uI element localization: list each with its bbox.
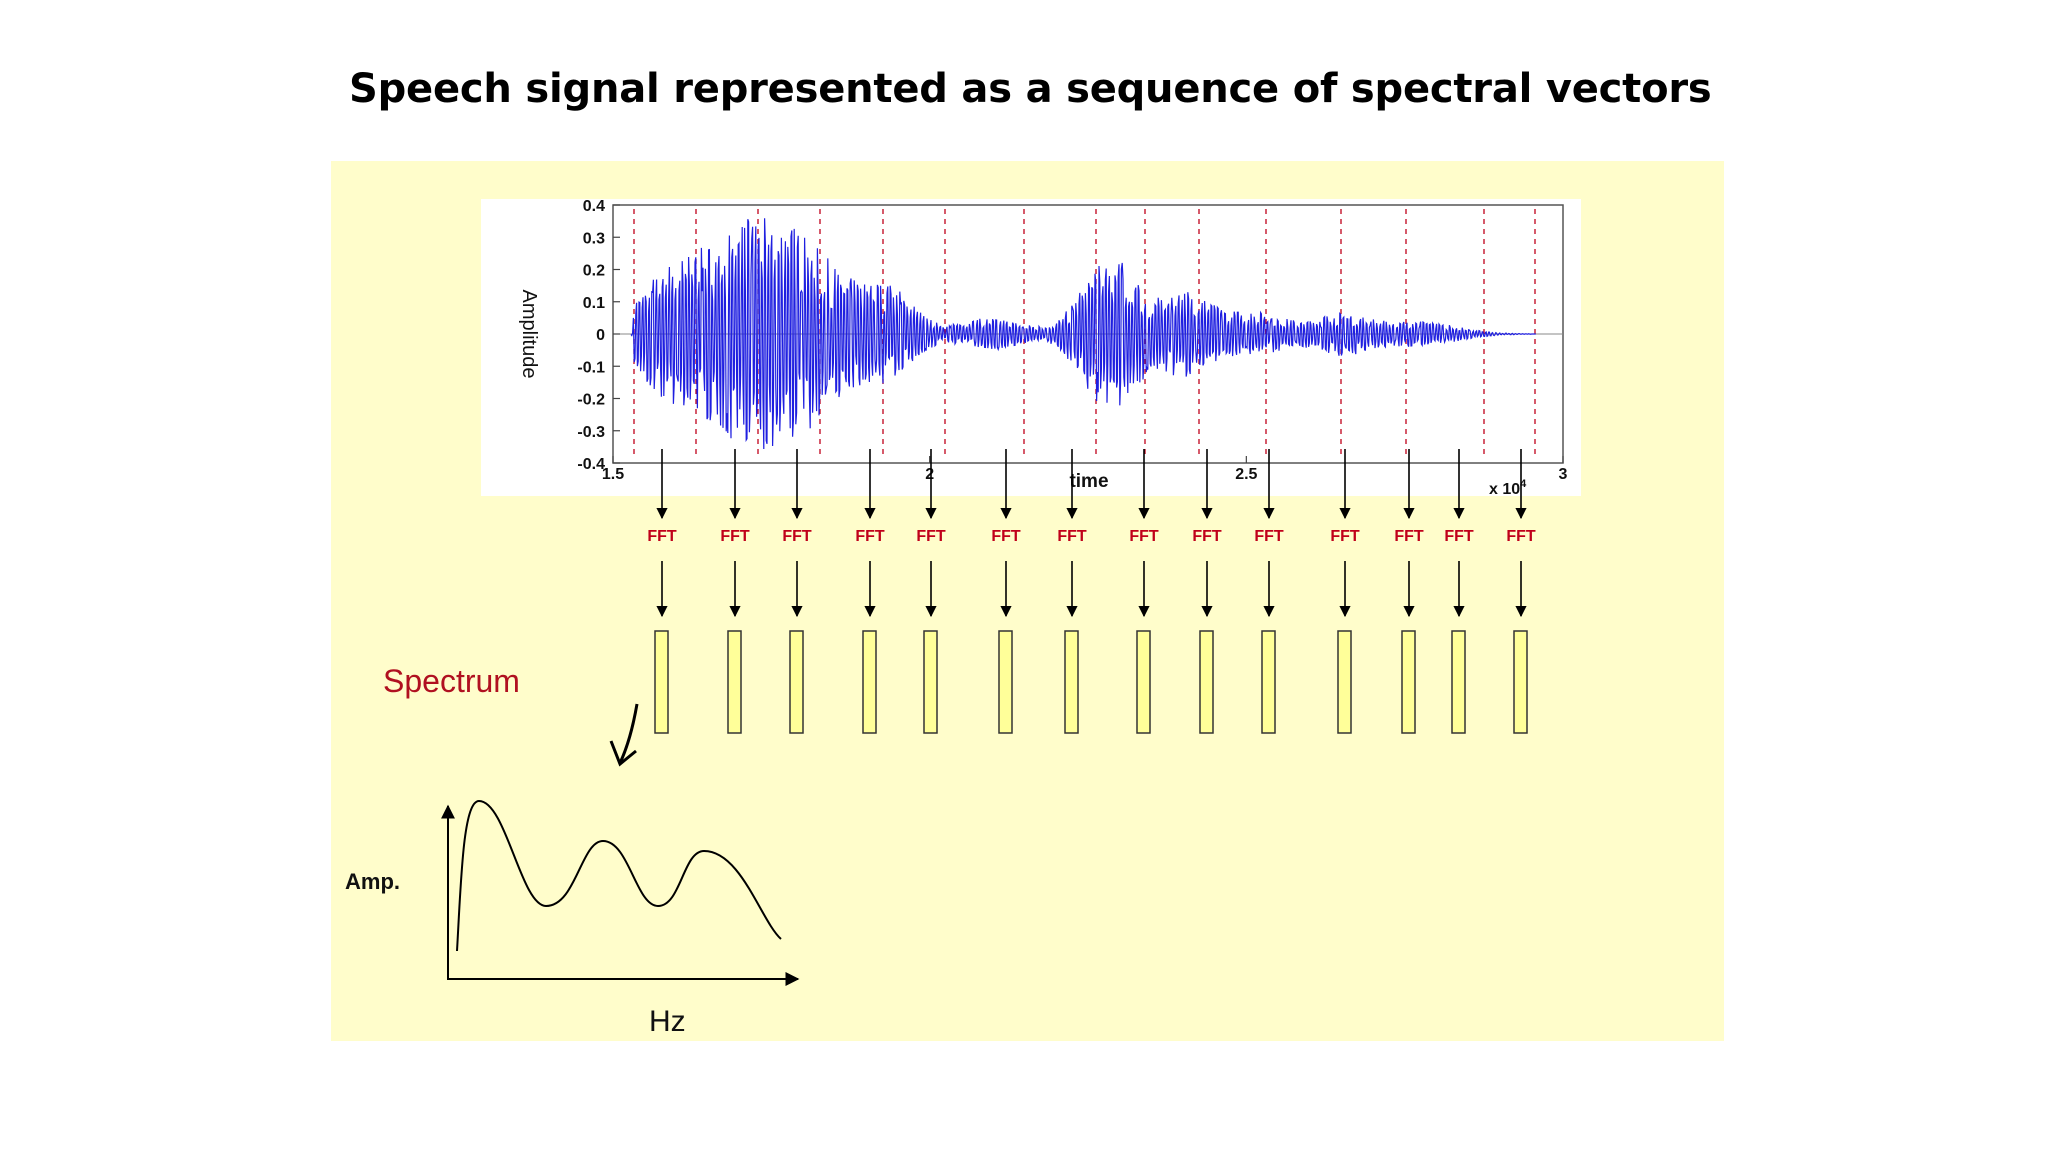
spectral-vector bbox=[1337, 630, 1352, 734]
fft-label: FFT bbox=[1394, 528, 1424, 545]
fft-label: FFT bbox=[1192, 528, 1222, 545]
spectrum-sketch: Amp. Hz bbox=[345, 799, 800, 1038]
fft-label: FFT bbox=[916, 528, 946, 545]
fft-label: FFT bbox=[855, 528, 885, 545]
x-tick-label: 3 bbox=[1559, 466, 1568, 483]
spectral-vector bbox=[998, 630, 1013, 734]
fft-label: FFT bbox=[782, 528, 812, 545]
fft-column: FFT bbox=[1057, 449, 1087, 734]
fft-label: FFT bbox=[1254, 528, 1284, 545]
fft-label: FFT bbox=[991, 528, 1021, 545]
spectral-vector bbox=[923, 630, 938, 734]
waveform-y-label: Amplitude bbox=[518, 290, 540, 379]
fft-column: FFT bbox=[647, 449, 677, 734]
fft-column: FFT bbox=[1254, 449, 1284, 734]
fft-label: FFT bbox=[1506, 528, 1536, 545]
x-tick-label: 2 bbox=[925, 466, 934, 483]
fft-column: FFT bbox=[1330, 449, 1360, 734]
fft-column: FFT bbox=[720, 449, 750, 734]
spectral-vector bbox=[1451, 630, 1466, 734]
fft-column: FFT bbox=[855, 449, 885, 734]
x-tick-label: 1.5 bbox=[602, 466, 624, 483]
waveform-x-ticks: 1.5 2 2.5 3 bbox=[602, 456, 1568, 483]
spectral-vector bbox=[1261, 630, 1276, 734]
spectral-vector bbox=[1513, 630, 1528, 734]
fft-column: FFT bbox=[1394, 449, 1424, 734]
spectral-vector bbox=[1401, 630, 1416, 734]
x-multiplier: x 104 bbox=[1489, 478, 1527, 498]
y-tick-label: -0.1 bbox=[577, 359, 605, 376]
spectral-vector bbox=[1136, 630, 1151, 734]
waveform-y-ticks: 0.4 0.3 0.2 0.1 0 -0.1 -0.2 -0.3 -0.4 bbox=[577, 198, 620, 473]
spectral-vector bbox=[727, 630, 742, 734]
fft-columns: FFT FFT FFT FFT FFT FFT FFT FFT FFT FFT FFT FFT FFT F… bbox=[647, 449, 1536, 734]
spectral-vector bbox=[1199, 630, 1214, 734]
spectral-vector bbox=[789, 630, 804, 734]
fft-label: FFT bbox=[1444, 528, 1474, 545]
fft-column: FFT bbox=[1444, 449, 1474, 734]
y-tick-label: -0.3 bbox=[577, 424, 605, 441]
y-tick-label: -0.4 bbox=[577, 456, 605, 473]
fft-column: FFT bbox=[991, 449, 1021, 734]
waveform-x-label: time bbox=[1069, 471, 1108, 492]
y-tick-label: 0.3 bbox=[583, 230, 605, 247]
y-tick-label: -0.2 bbox=[577, 392, 605, 409]
fft-label: FFT bbox=[647, 528, 677, 545]
fft-column: FFT bbox=[1129, 449, 1159, 734]
speech-waveform bbox=[630, 218, 1536, 450]
y-tick-label: 0.2 bbox=[583, 263, 605, 280]
spectrum-curve bbox=[456, 799, 782, 952]
fft-column: FFT bbox=[916, 449, 946, 734]
fft-label: FFT bbox=[1057, 528, 1087, 545]
spectral-vector bbox=[1064, 630, 1079, 734]
speech-diagram: 0.4 0.3 0.2 0.1 0 -0.1 -0.2 -0.3 -0.4 1.5 2 2.5 3 A… bbox=[345, 198, 1581, 1038]
slide-title: Speech signal represented as a sequence … bbox=[349, 66, 1712, 112]
spectrum-y-label: Amp. bbox=[345, 869, 400, 894]
speech-figure: 0.4 0.3 0.2 0.1 0 -0.1 -0.2 -0.3 -0.4 1.5 2 2.5 3 A… bbox=[331, 161, 1724, 1041]
spectrum-pointer-arrow bbox=[609, 703, 639, 767]
fft-column: FFT bbox=[1506, 449, 1536, 734]
fft-label: FFT bbox=[720, 528, 750, 545]
x-tick-label: 2.5 bbox=[1235, 466, 1257, 483]
spectral-vector bbox=[862, 630, 877, 734]
fft-label: FFT bbox=[1330, 528, 1360, 545]
y-tick-label: 0 bbox=[596, 327, 605, 344]
spectral-vector bbox=[654, 630, 669, 734]
spectrum-x-label: Hz bbox=[649, 1005, 686, 1038]
fft-column: FFT bbox=[782, 449, 812, 734]
y-tick-label: 0.4 bbox=[583, 198, 605, 215]
y-tick-label: 0.1 bbox=[583, 295, 605, 312]
fft-label: FFT bbox=[1129, 528, 1159, 545]
fft-column: FFT bbox=[1192, 449, 1222, 734]
spectrum-label: Spectrum bbox=[383, 663, 520, 699]
